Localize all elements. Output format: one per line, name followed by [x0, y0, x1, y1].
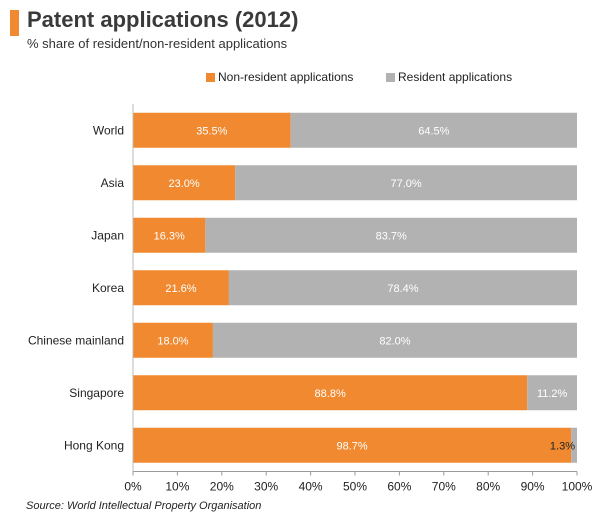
data-label-non-resident-applications-hong-kong: 98.7% [337, 440, 368, 452]
data-label-non-resident-applications-world: 35.5% [196, 125, 227, 137]
chart-legend: Non-resident applications Resident appli… [0, 70, 600, 88]
data-label-resident-applications-hong-kong: 1.3% [550, 440, 575, 452]
chart-subtitle: % share of resident/non-resident applica… [27, 36, 288, 51]
x-tick-label-3: 30% [254, 480, 278, 494]
x-tick-label-10: 100% [562, 480, 593, 494]
data-label-resident-applications-world: 64.5% [418, 125, 449, 137]
x-tick-label-8: 80% [476, 480, 500, 494]
bar-non-resident-applications-singapore [133, 375, 528, 411]
data-label-resident-applications-asia: 77.0% [390, 178, 421, 190]
data-label-non-resident-applications-chinese-mainland: 18.0% [157, 335, 188, 347]
data-label-non-resident-applications-singapore: 88.8% [315, 388, 346, 400]
title-accent-bar [10, 10, 19, 36]
data-label-resident-applications-chinese-mainland: 82.0% [379, 335, 410, 347]
bar-resident-applications-hong-kong [571, 427, 577, 463]
category-label-hong-kong: Hong Kong [64, 438, 124, 452]
legend-item-resident: Resident applications [386, 70, 512, 84]
data-label-non-resident-applications-japan: 16.3% [154, 230, 185, 242]
x-tick-label-5: 50% [343, 480, 367, 494]
bar-resident-applications-world [290, 112, 577, 148]
category-label-japan: Japan [91, 228, 124, 242]
bar-non-resident-applications-korea [133, 270, 229, 306]
category-label-singapore: Singapore [69, 386, 124, 400]
x-tick-label-1: 10% [165, 480, 189, 494]
bar-resident-applications-chinese-mainland [212, 322, 578, 358]
x-tick-label-9: 90% [521, 480, 545, 494]
x-tick-label-0: 0% [124, 480, 142, 494]
bar-resident-applications-asia [235, 165, 577, 201]
data-label-resident-applications-japan: 83.7% [376, 230, 407, 242]
category-label-korea: Korea [92, 281, 124, 295]
legend-label-non-resident: Non-resident applications [218, 70, 354, 84]
x-tick-label-4: 40% [299, 480, 323, 494]
legend-swatch-resident [386, 72, 395, 82]
bar-non-resident-applications-asia [133, 165, 236, 201]
category-label-chinese-mainland: Chinese mainland [28, 333, 124, 347]
bar-non-resident-applications-chinese-mainland [133, 322, 213, 358]
x-tick-label-7: 70% [432, 480, 456, 494]
data-label-resident-applications-korea: 78.4% [387, 283, 418, 295]
data-label-resident-applications-singapore: 11.2% [537, 388, 568, 400]
bar-non-resident-applications-hong-kong [133, 427, 572, 463]
x-tick-label-2: 20% [210, 480, 234, 494]
source-note: Source: World Intellectual Property Orga… [26, 500, 262, 512]
data-label-non-resident-applications-korea: 21.6% [165, 283, 196, 295]
bar-resident-applications-singapore [527, 375, 577, 411]
legend-swatch-non-resident [206, 72, 215, 82]
category-label-world: World [93, 123, 124, 137]
category-label-asia: Asia [101, 176, 125, 190]
bar-resident-applications-japan [205, 217, 577, 253]
chart-title: Patent applications (2012) [27, 7, 299, 32]
bar-non-resident-applications-japan [133, 217, 206, 253]
data-label-non-resident-applications-asia: 23.0% [168, 178, 199, 190]
bar-resident-applications-korea [228, 270, 578, 306]
bar-non-resident-applications-world [133, 112, 291, 148]
legend-label-resident: Resident applications [398, 70, 513, 84]
x-tick-label-6: 60% [387, 480, 411, 494]
legend-item-non-resident: Non-resident applications [206, 70, 353, 84]
